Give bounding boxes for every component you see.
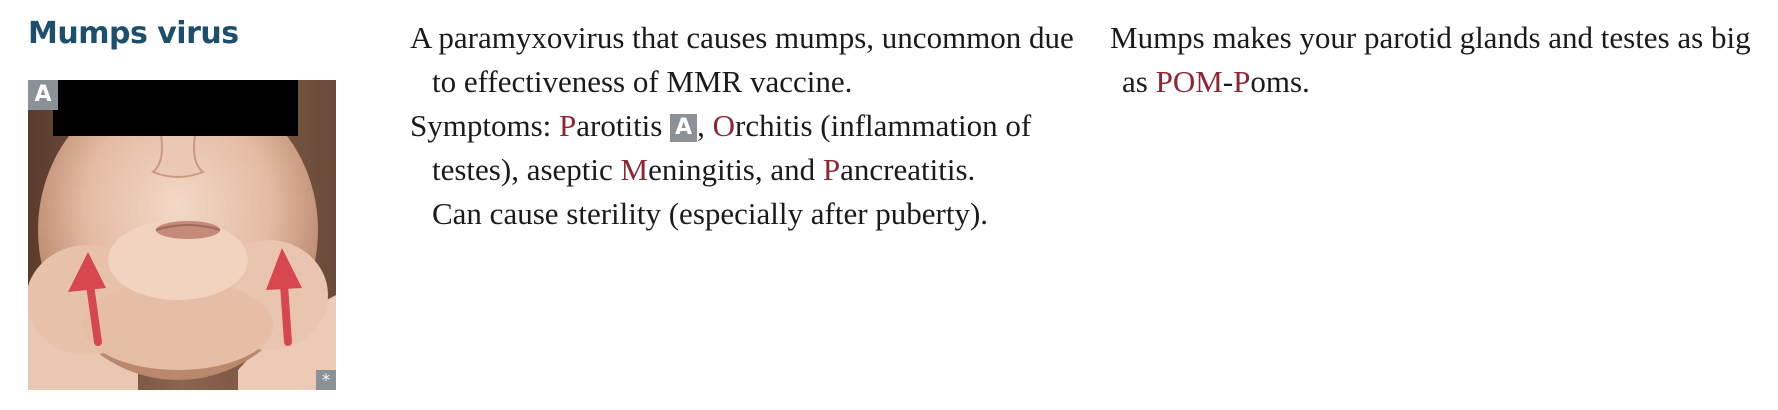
mouth-line bbox=[155, 224, 221, 231]
description-paragraph: A paramyxovirus that causes mumps, uncom… bbox=[410, 20, 1074, 99]
mnemonic-dash: - bbox=[1222, 64, 1234, 99]
sterility-paragraph: Can cause sterility (especially after pu… bbox=[432, 196, 989, 231]
right-arrow-head bbox=[266, 248, 302, 290]
orchitis-initial: O bbox=[712, 108, 736, 143]
mumps-patient-image bbox=[28, 80, 336, 390]
mnemonic-paragraph: Mumps makes your parotid glands and test… bbox=[1110, 16, 1775, 104]
cheeks bbox=[108, 220, 248, 300]
symptoms-prefix: Symptoms: bbox=[410, 108, 560, 143]
after-ref: , bbox=[697, 108, 713, 143]
mnemonic-after: oms. bbox=[1250, 64, 1310, 99]
mnemonic-p: P bbox=[1233, 64, 1251, 99]
right-arrow-shaft bbox=[280, 281, 292, 346]
pancreatitis-rest: ancreatitis. bbox=[840, 152, 976, 187]
left-arrow-head bbox=[68, 252, 106, 292]
symptoms-paragraph: Symptoms: Parotitis A, Orchitis (inflamm… bbox=[410, 104, 1090, 192]
chin bbox=[83, 280, 273, 370]
figure-label-badge: A bbox=[28, 80, 58, 110]
mnemonic-pom: POM bbox=[1155, 64, 1223, 99]
mnemonic-column: Mumps makes your parotid glands and test… bbox=[1110, 16, 1775, 104]
figure-ref-badge: A bbox=[670, 114, 698, 142]
orchitis-rest: rchitis (inflammation of testes), asepti… bbox=[432, 108, 1032, 187]
censor-bar bbox=[53, 80, 298, 136]
mnemonic-before: Mumps makes your parotid glands and test… bbox=[1110, 20, 1751, 99]
pancreatitis-initial: P bbox=[822, 152, 841, 187]
description-column: A paramyxovirus that causes mumps, uncom… bbox=[410, 16, 1090, 236]
asterisk-icon: * bbox=[316, 370, 336, 390]
clinical-photo: A * bbox=[28, 80, 336, 390]
lips bbox=[156, 221, 220, 239]
parotitis-initial: P bbox=[559, 108, 577, 143]
meningitis-initial: M bbox=[620, 152, 649, 187]
left-arrow-shaft bbox=[86, 281, 102, 346]
section-heading: Mumps virus bbox=[28, 16, 239, 51]
meningitis-rest: eningitis, and bbox=[648, 152, 823, 187]
parotitis-rest: arotitis bbox=[576, 108, 663, 143]
